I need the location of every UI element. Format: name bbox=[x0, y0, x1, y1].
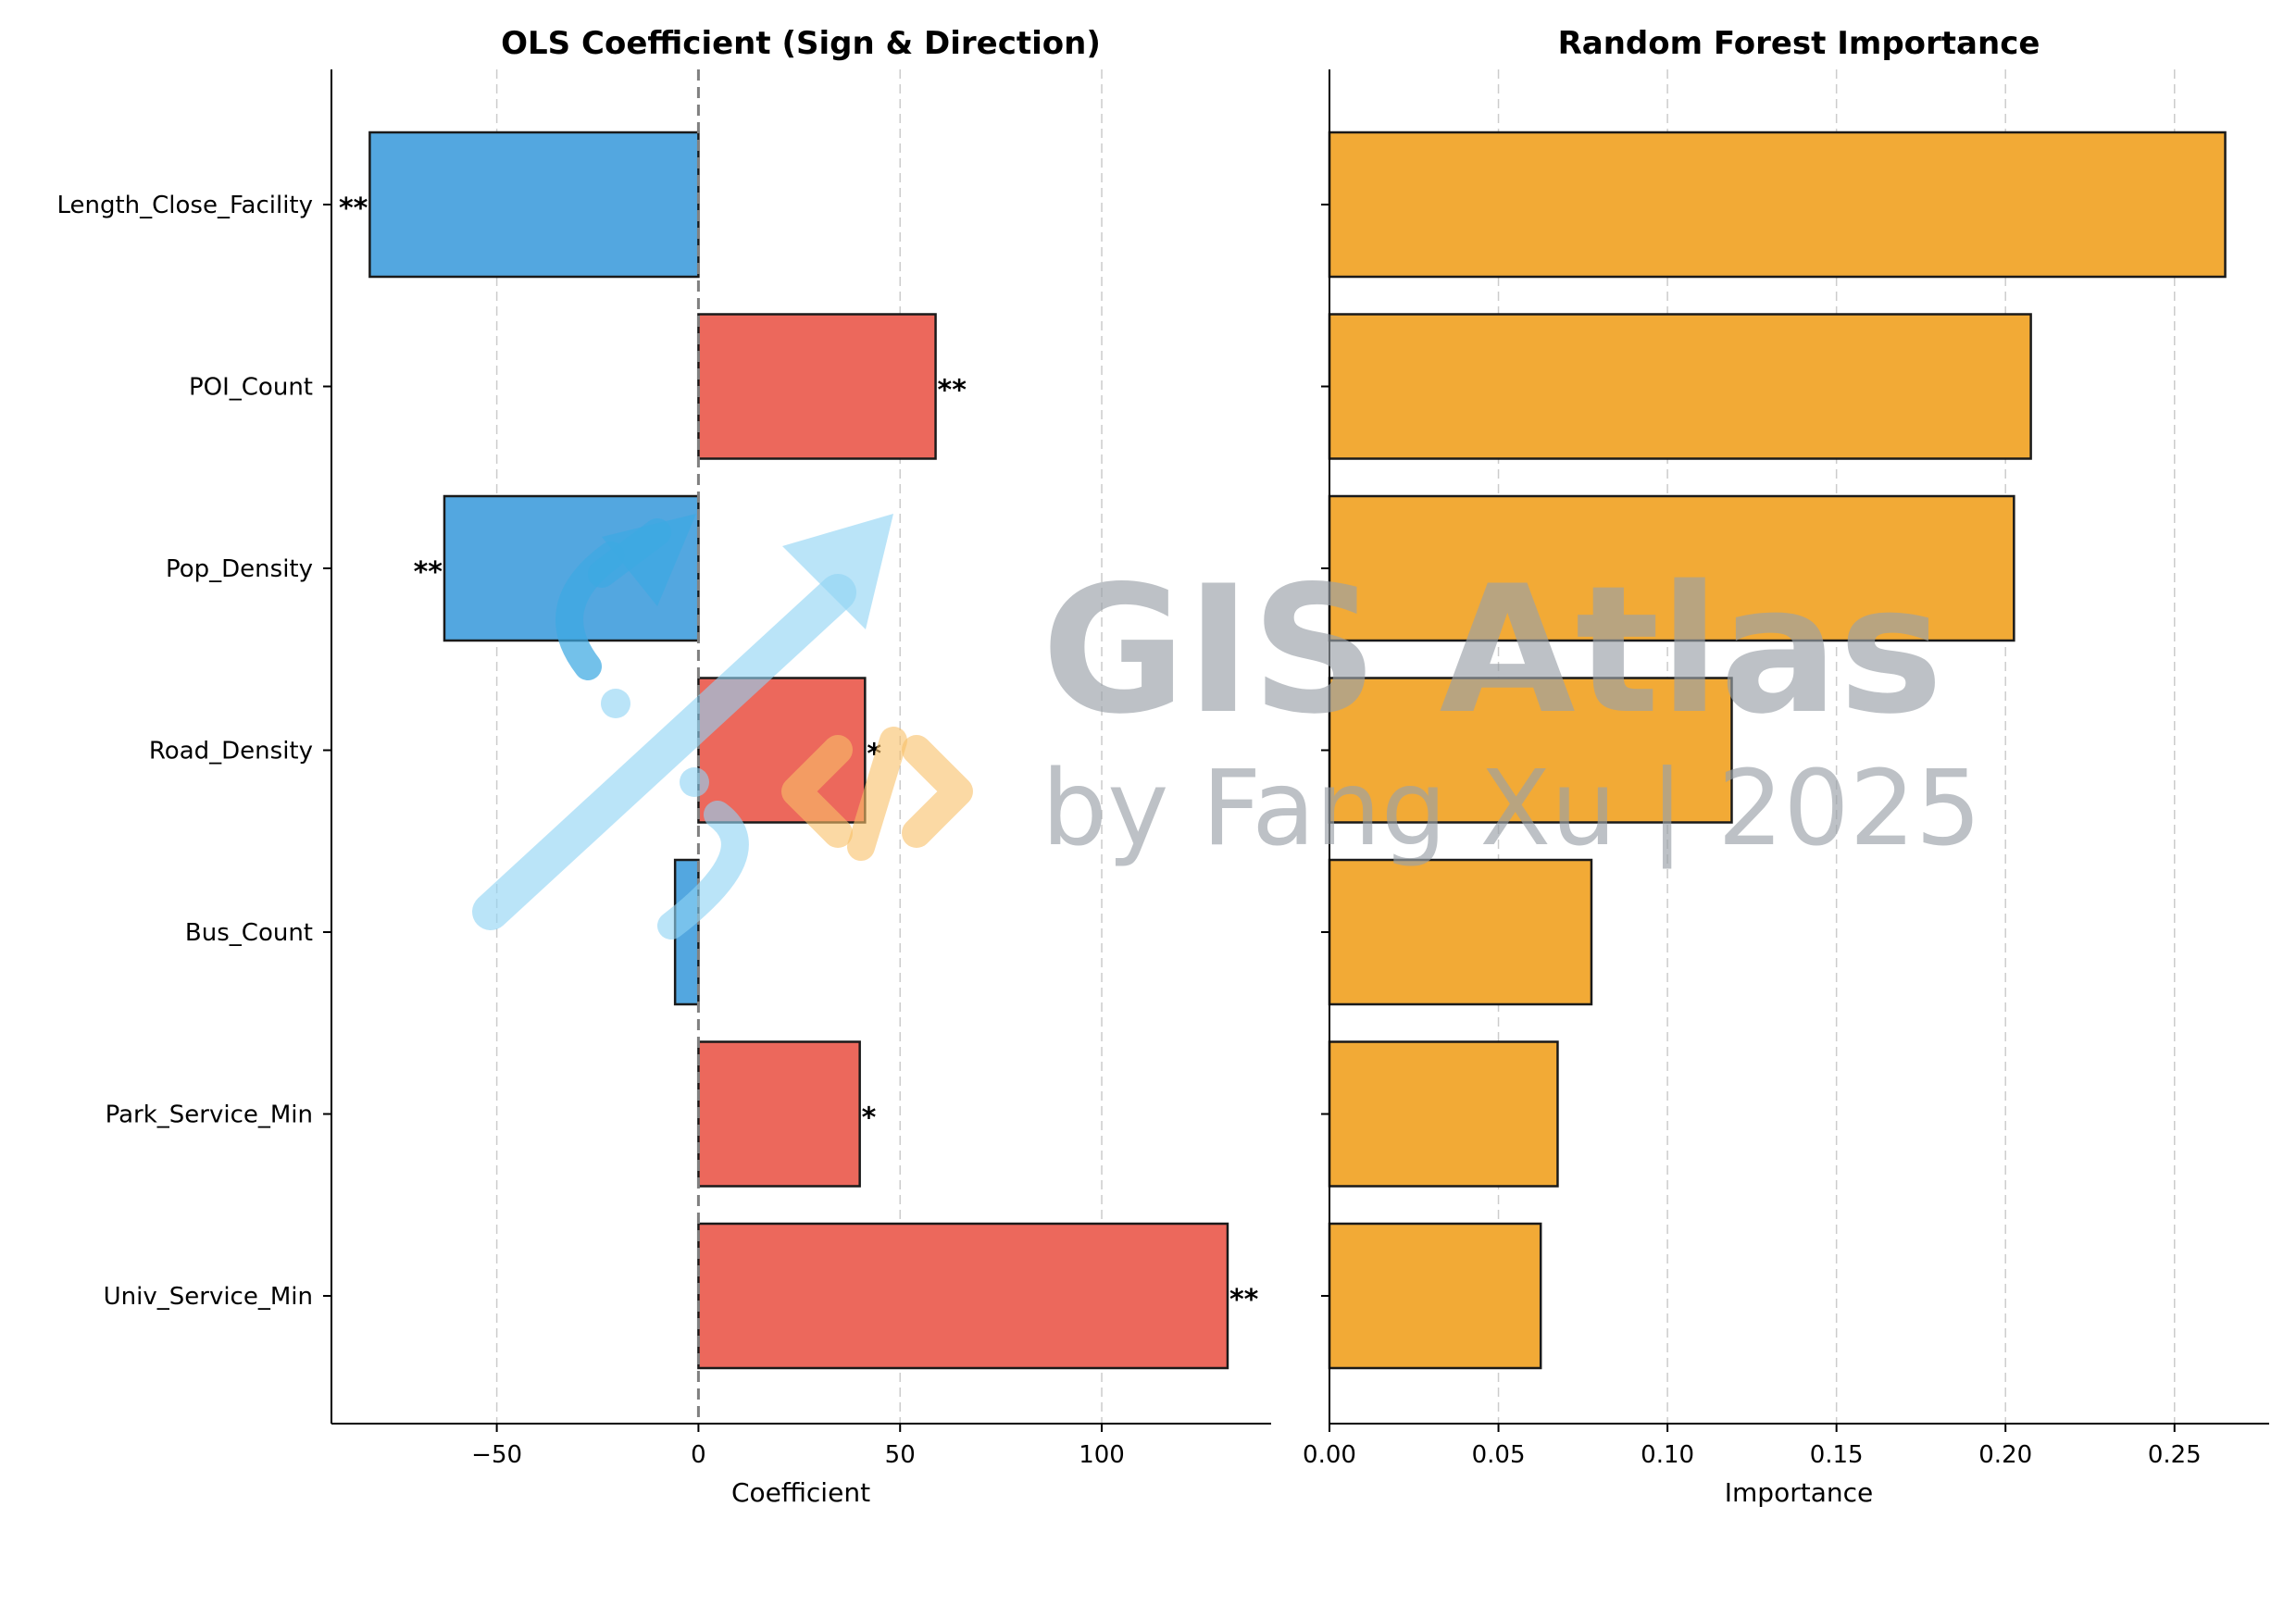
rf-x-axis-label: Importance bbox=[1725, 1477, 1873, 1508]
ols-bar bbox=[697, 1040, 861, 1188]
ols-significance-label: ** bbox=[938, 375, 967, 407]
ols-y-tick-labels: Length_Close_Facility POI_Count Pop_Densit… bbox=[56, 192, 331, 1311]
ols-gridlines bbox=[495, 69, 1103, 1424]
ols-x-tick-label: 100 bbox=[1079, 1441, 1125, 1469]
ols-x-axis-label: Coefficient bbox=[731, 1477, 870, 1508]
rf-importance-panel: Random Forest Importance 0.00 0.05 0.10 0.1… bbox=[1303, 25, 2269, 1508]
rf-x-tick-label: 0.10 bbox=[1641, 1441, 1694, 1469]
rf-bar bbox=[1328, 313, 2032, 460]
rf-x-tick-label: 0.15 bbox=[1810, 1441, 1864, 1469]
ols-significance-label: ** bbox=[1229, 1284, 1259, 1316]
watermark-title: GIS Atlas bbox=[1042, 548, 1943, 753]
ols-significance-label: * bbox=[862, 1102, 877, 1135]
trend-arrow-icon bbox=[472, 514, 893, 940]
rf-bar bbox=[1328, 131, 2227, 279]
rf-bar bbox=[1328, 1222, 1542, 1370]
rf-bar bbox=[1328, 677, 1733, 824]
rf-x-tick-label: 0.00 bbox=[1303, 1441, 1356, 1469]
ols-x-tick-label: −50 bbox=[471, 1441, 522, 1469]
ols-bar bbox=[697, 313, 937, 460]
ols-y-tick-label: Bus_Count bbox=[185, 919, 313, 947]
rf-x-tick-label: 0.20 bbox=[1978, 1441, 2032, 1469]
ols-significance-label: ** bbox=[339, 193, 368, 225]
rf-x-tick-label: 0.05 bbox=[1472, 1441, 1526, 1469]
code-brackets-icon bbox=[781, 727, 973, 861]
ols-y-tick-label: POI_Count bbox=[189, 374, 313, 402]
ols-y-tick-label: Univ_Service_Min bbox=[104, 1283, 313, 1311]
rf-x-tick-label: 0.25 bbox=[2148, 1441, 2202, 1469]
rf-y-ticks bbox=[1321, 204, 1329, 1297]
rf-x-tick-labels: 0.00 0.05 0.10 0.15 0.20 0.25 bbox=[1303, 1424, 2202, 1469]
rf-panel-title: Random Forest Importance bbox=[1558, 25, 2040, 62]
ols-y-tick-label: Road_Density bbox=[149, 738, 313, 765]
ols-x-tick-label: 50 bbox=[885, 1441, 916, 1469]
ols-x-tick-label: 0 bbox=[691, 1441, 706, 1469]
watermark: GIS Atlas by Fang Xu | 2025 bbox=[472, 514, 1981, 940]
ols-x-tick-labels: −50 0 50 100 bbox=[471, 1424, 1125, 1469]
rf-gridlines bbox=[1497, 69, 2176, 1424]
rf-bar bbox=[1328, 1040, 1559, 1188]
ols-bar bbox=[697, 1222, 1229, 1370]
rf-bar bbox=[1328, 494, 2015, 642]
ols-y-tick-label: Park_Service_Min bbox=[106, 1101, 313, 1129]
ols-panel-title: OLS Coefficient (Sign & Direction) bbox=[501, 25, 1101, 62]
ols-bar bbox=[368, 131, 700, 279]
watermark-subtitle: by Fang Xu | 2025 bbox=[1042, 749, 1981, 869]
ols-significance-label: ** bbox=[414, 556, 443, 589]
ols-y-tick-label: Length_Close_Facility bbox=[56, 192, 313, 219]
ols-y-tick-label: Pop_Density bbox=[166, 555, 313, 583]
rf-bars bbox=[1328, 131, 2227, 1370]
rf-bar bbox=[1328, 858, 1593, 1006]
